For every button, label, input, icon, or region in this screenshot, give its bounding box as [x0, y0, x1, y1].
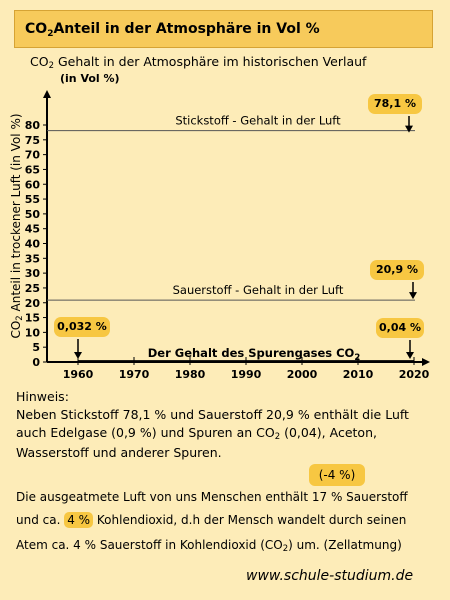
note-line-3: Atem ca. 4 % Sauerstoff in Kohlendioxid … — [16, 538, 402, 554]
page-title: CO2Anteil in der Atmosphäre in Vol % — [14, 10, 433, 48]
x-tick-label: 1980 — [175, 368, 206, 381]
y-tick-label: 70 — [25, 149, 41, 162]
arrow-oxygen-head — [409, 292, 417, 300]
hint-line-3: Wasserstoff und anderer Spuren. — [16, 445, 222, 460]
y-axis-arrow — [43, 90, 51, 98]
title-text-suffix: Anteil in der Atmosphäre in Vol % — [53, 21, 320, 37]
note-line-1: Die ausgeatmete Luft von uns Menschen en… — [16, 490, 408, 504]
y-tick-label: 5 — [32, 341, 40, 354]
y-tick-label: 35 — [25, 252, 40, 265]
badge-co2-1960: 0,032 % — [54, 317, 110, 337]
y-tick-label: 55 — [25, 193, 40, 206]
co2-trace-label: Der Gehalt des Spurengases CO2 — [148, 346, 361, 363]
chart-unit: (in Vol %) — [60, 72, 120, 85]
y-tick-label: 65 — [25, 163, 40, 176]
chart-title: CO2 Gehalt in der Atmosphäre im historis… — [30, 54, 367, 71]
percent-badge: (-4 %) — [309, 464, 365, 486]
title-text: CO — [25, 21, 48, 37]
badge-oxygen: 20,9 % — [370, 260, 424, 280]
reference-line-label: Stickstoff - Gehalt in der Luft — [175, 114, 341, 128]
footer-url: www.schule-studium.de — [246, 568, 414, 584]
y-tick-label: 75 — [25, 134, 40, 147]
x-tick-label: 2020 — [399, 368, 430, 381]
y-tick-label: 15 — [25, 312, 40, 325]
badge-nitrogen: 78,1 % — [368, 94, 422, 114]
x-tick-label: 1960 — [63, 368, 94, 381]
y-tick-label: 0 — [32, 356, 40, 369]
arrow-co2-1960-head — [74, 352, 82, 359]
hint-line-1: Neben Stickstoff 78,1 % und Sauerstoff 2… — [16, 407, 409, 422]
y-tick-label: 30 — [25, 267, 41, 280]
reference-line-label: Sauerstoff - Gehalt in der Luft — [173, 283, 344, 297]
note-line-2: und ca. 4 % Kohlendioxid, d.h der Mensch… — [16, 512, 407, 528]
badge-co2-2020: 0,04 % — [376, 318, 424, 338]
title-subscript: 2 — [47, 29, 54, 39]
y-tick-label: 40 — [25, 238, 41, 251]
x-tick-label: 2000 — [287, 368, 318, 381]
x-axis-arrow — [422, 358, 430, 366]
y-tick-label: 80 — [25, 119, 41, 132]
y-tick-label: 50 — [25, 208, 41, 221]
x-tick-label: 2010 — [343, 368, 374, 381]
y-tick-label: 10 — [25, 326, 41, 339]
arrow-nitrogen-head — [405, 125, 413, 133]
y-tick-label: 60 — [25, 178, 41, 191]
y-tick-label: 20 — [25, 297, 41, 310]
x-tick-label: 1970 — [119, 368, 150, 381]
x-tick-label: 1990 — [231, 368, 262, 381]
hint-block: Hinweis: Neben Stickstoff 78,1 % und Sau… — [16, 388, 436, 462]
y-tick-label: 25 — [25, 282, 40, 295]
arrow-co2-2020-head — [406, 352, 414, 359]
y-tick-label: 45 — [25, 223, 40, 236]
hint-line-2: auch Edelgase (0,9 %) und Spuren an CO2 … — [16, 425, 377, 442]
highlight-4-percent: 4 % — [64, 512, 94, 528]
hint-heading: Hinweis: — [16, 389, 69, 404]
